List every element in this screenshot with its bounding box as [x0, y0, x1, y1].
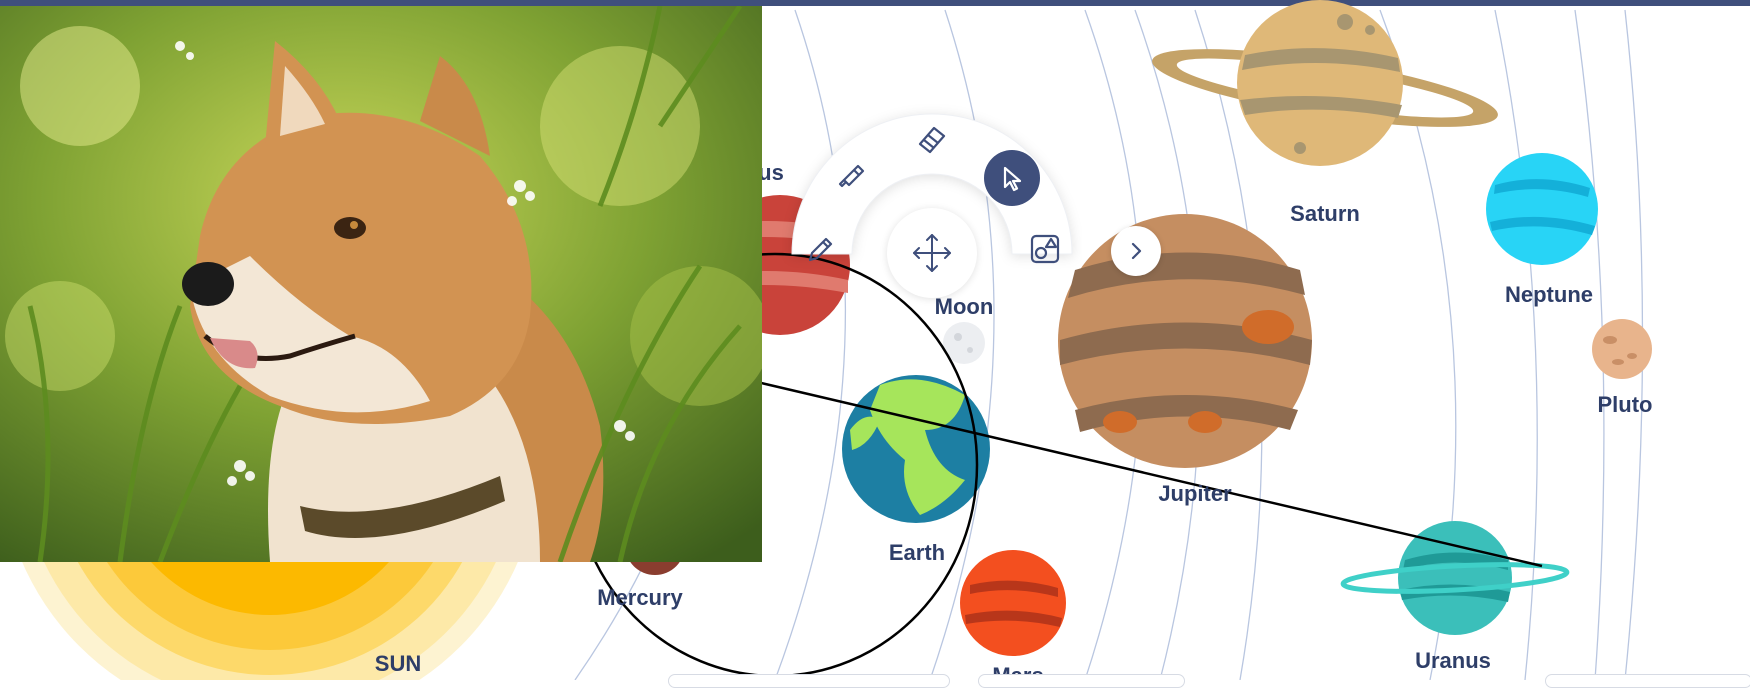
- uranus-planet[interactable]: [1340, 521, 1570, 635]
- pencil-icon: [808, 237, 833, 262]
- mars-planet[interactable]: [960, 550, 1066, 656]
- dog-photo[interactable]: [0, 6, 762, 562]
- neptune-planet[interactable]: [1486, 153, 1598, 265]
- earth-label: Earth: [888, 540, 946, 565]
- shapes-tool-button[interactable]: [1022, 226, 1068, 272]
- moon-planet[interactable]: [943, 322, 985, 364]
- move-icon: [913, 234, 951, 272]
- expand-toolbar-button[interactable]: [1111, 226, 1161, 276]
- radial-toolbar: [782, 104, 1082, 304]
- mercury-label: Mercury: [597, 585, 683, 610]
- chevron-right-icon: [1131, 242, 1142, 260]
- saturn-label: Saturn: [1290, 201, 1360, 226]
- bottom-panel-tab-1[interactable]: [668, 674, 950, 688]
- select-tool-button[interactable]: [984, 150, 1040, 206]
- neptune-label: Neptune: [1505, 282, 1593, 307]
- bottom-panel-tab-3[interactable]: [1545, 674, 1750, 688]
- move-tool-button[interactable]: [887, 208, 977, 298]
- moon-label: Moon: [934, 294, 994, 319]
- pluto-planet[interactable]: [1592, 319, 1652, 379]
- jupiter-planet[interactable]: [1058, 214, 1312, 468]
- eraser-icon: [918, 126, 946, 154]
- eraser-tool-button[interactable]: [908, 116, 954, 162]
- earth-planet[interactable]: [842, 375, 990, 523]
- saturn-planet[interactable]: [1148, 0, 1502, 166]
- venus-label: us: [758, 160, 784, 185]
- cursor-icon: [1003, 166, 1022, 192]
- jupiter-label: Jupiter: [1158, 481, 1232, 506]
- sun-label: SUN: [374, 651, 422, 676]
- bottom-panel-tab-2[interactable]: [978, 674, 1185, 688]
- top-accent-bar: [0, 0, 1750, 6]
- pluto-label: Pluto: [1597, 392, 1653, 417]
- marker-icon: [838, 164, 865, 188]
- marker-tool-button[interactable]: [828, 150, 874, 196]
- uranus-label: Uranus: [1415, 648, 1491, 673]
- shapes-icon: [1030, 234, 1060, 264]
- pen-tool-button[interactable]: [798, 228, 842, 272]
